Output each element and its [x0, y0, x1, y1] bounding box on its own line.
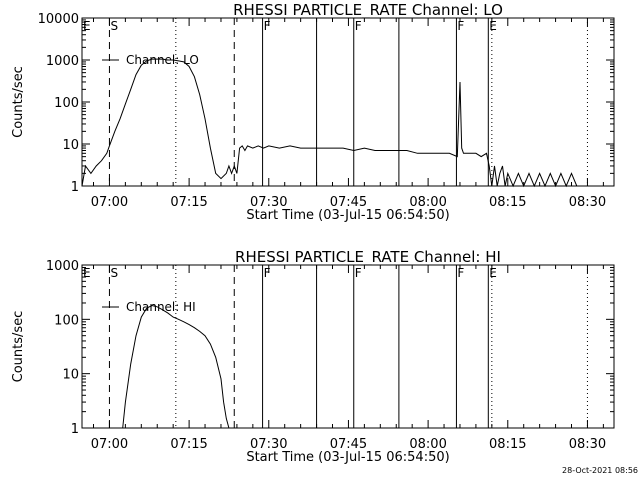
- x-tick-label: 08:00: [409, 195, 446, 210]
- y-tick-label: 1: [71, 422, 79, 437]
- y-tick-label: 100: [54, 96, 79, 111]
- x-tick-label: 08:15: [489, 437, 526, 452]
- x-tick-label: 07:00: [91, 437, 128, 452]
- x-tick-label: 07:00: [91, 195, 128, 210]
- plot-date-footer: 28-Oct-2021 08:56: [562, 466, 638, 475]
- marker-letter: F: [457, 266, 464, 280]
- y-axis-label: Counts/sec: [11, 311, 26, 383]
- marker-letter: E: [83, 19, 91, 33]
- marker-letter: F: [355, 266, 362, 280]
- x-tick-label: 07:45: [330, 437, 367, 452]
- x-tick-label: 07:30: [250, 437, 287, 452]
- plot-frame: [81, 17, 615, 187]
- x-tick-label: 07:30: [250, 195, 287, 210]
- x-tick-label: 08:30: [569, 195, 606, 210]
- y-tick-label: 100: [54, 313, 79, 328]
- x-tick-label: 07:45: [330, 195, 367, 210]
- marker-letter: F: [264, 266, 271, 280]
- chart-title: RHESSI PARTICLE_RATE Channel: LO: [233, 1, 503, 20]
- marker-letter: E: [489, 266, 497, 280]
- y-axis-label: Counts/sec: [11, 66, 26, 138]
- marker-letter: S: [110, 266, 118, 280]
- x-tick-label: 07:15: [170, 437, 207, 452]
- x-tick-label: 08:30: [569, 437, 606, 452]
- y-tick-label: 10: [62, 368, 79, 383]
- y-tick-label: 10000: [38, 12, 79, 27]
- marker-letter: E: [83, 266, 91, 280]
- y-tick-label: 10: [62, 138, 79, 153]
- x-axis-label: Start Time (03-Jul-15 06:54:50): [246, 208, 449, 223]
- y-tick-label: 1000: [46, 259, 79, 274]
- chart-title: RHESSI PARTICLE_RATE Channel: HI: [235, 248, 501, 267]
- y-tick-label: 1000: [46, 54, 79, 69]
- data-series-line: [81, 58, 578, 188]
- y-tick-label: 1: [71, 180, 79, 195]
- marker-letter: F: [264, 19, 271, 33]
- x-tick-label: 07:15: [170, 195, 207, 210]
- plot-frame: [81, 264, 615, 429]
- marker-letter: F: [457, 19, 464, 33]
- x-tick-label: 08:00: [409, 437, 446, 452]
- data-series-line: [122, 304, 230, 429]
- marker-letter: E: [489, 19, 497, 33]
- legend-label: Channel: HI: [126, 300, 196, 314]
- x-tick-label: 08:15: [489, 195, 526, 210]
- legend-label: Channel: LO: [126, 53, 199, 67]
- x-axis-label: Start Time (03-Jul-15 06:54:50): [246, 450, 449, 465]
- marker-letter: F: [355, 19, 362, 33]
- marker-letter: S: [110, 19, 118, 33]
